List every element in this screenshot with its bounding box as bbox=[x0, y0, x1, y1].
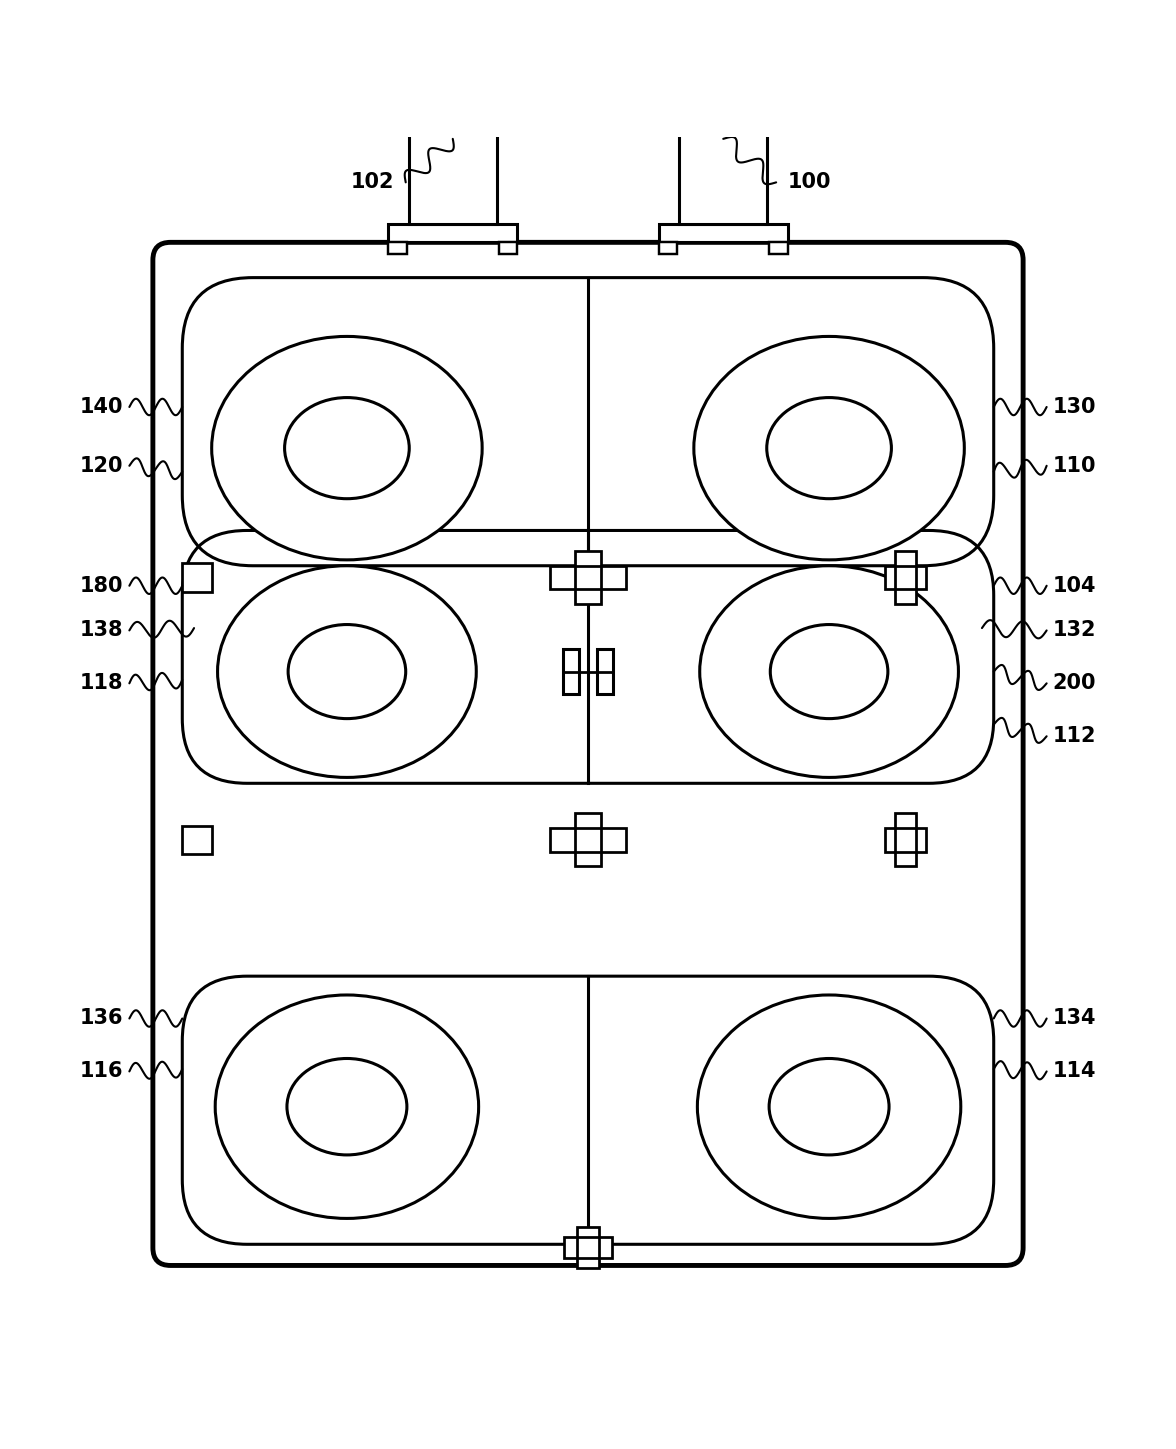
Ellipse shape bbox=[288, 625, 406, 719]
Bar bbox=[550, 827, 626, 852]
Ellipse shape bbox=[770, 625, 888, 719]
Bar bbox=[597, 649, 613, 694]
Bar bbox=[769, 242, 788, 254]
Bar bbox=[564, 1237, 612, 1258]
Text: 180: 180 bbox=[80, 575, 123, 596]
Ellipse shape bbox=[218, 565, 476, 778]
Bar bbox=[575, 551, 601, 604]
Bar bbox=[575, 813, 601, 867]
Bar bbox=[409, 123, 496, 223]
Bar bbox=[564, 1237, 612, 1258]
Ellipse shape bbox=[697, 995, 961, 1219]
Bar bbox=[886, 827, 927, 852]
Bar bbox=[886, 565, 927, 590]
Bar bbox=[886, 565, 927, 590]
Bar bbox=[388, 223, 517, 242]
Bar bbox=[550, 565, 626, 590]
Text: 120: 120 bbox=[80, 456, 123, 475]
Ellipse shape bbox=[769, 1058, 889, 1155]
Bar bbox=[550, 827, 626, 852]
Text: 134: 134 bbox=[1053, 1009, 1096, 1029]
Text: 104: 104 bbox=[1053, 575, 1096, 596]
Ellipse shape bbox=[700, 565, 958, 778]
Bar bbox=[182, 564, 212, 591]
FancyBboxPatch shape bbox=[153, 242, 1023, 1265]
Bar bbox=[680, 123, 767, 223]
Bar bbox=[577, 1227, 599, 1268]
Text: 136: 136 bbox=[80, 1009, 123, 1029]
Ellipse shape bbox=[212, 336, 482, 559]
Ellipse shape bbox=[285, 397, 409, 498]
Text: 132: 132 bbox=[1053, 620, 1096, 640]
Text: 200: 200 bbox=[1053, 674, 1096, 693]
Text: 112: 112 bbox=[1053, 726, 1096, 746]
Bar bbox=[659, 223, 788, 242]
Bar bbox=[182, 826, 212, 853]
Bar bbox=[659, 242, 677, 254]
Bar bbox=[499, 242, 517, 254]
Text: 116: 116 bbox=[80, 1062, 123, 1081]
Bar bbox=[575, 813, 601, 867]
Bar bbox=[388, 242, 407, 254]
Bar bbox=[895, 551, 916, 604]
Bar bbox=[886, 827, 927, 852]
Bar bbox=[895, 813, 916, 867]
Text: 114: 114 bbox=[1053, 1062, 1096, 1081]
Text: 102: 102 bbox=[350, 172, 394, 193]
Text: 118: 118 bbox=[80, 674, 123, 693]
Bar bbox=[577, 1227, 599, 1268]
Text: 130: 130 bbox=[1053, 397, 1096, 417]
Bar bbox=[563, 649, 579, 694]
Text: 110: 110 bbox=[1053, 456, 1096, 475]
Bar bbox=[550, 565, 626, 590]
Ellipse shape bbox=[215, 995, 479, 1219]
Text: 100: 100 bbox=[788, 172, 831, 193]
Bar bbox=[895, 813, 916, 867]
Ellipse shape bbox=[287, 1058, 407, 1155]
Bar bbox=[575, 551, 601, 604]
Ellipse shape bbox=[694, 336, 964, 559]
Bar bbox=[895, 551, 916, 604]
Text: 140: 140 bbox=[80, 397, 123, 417]
Ellipse shape bbox=[767, 397, 891, 498]
Text: 138: 138 bbox=[80, 620, 123, 640]
